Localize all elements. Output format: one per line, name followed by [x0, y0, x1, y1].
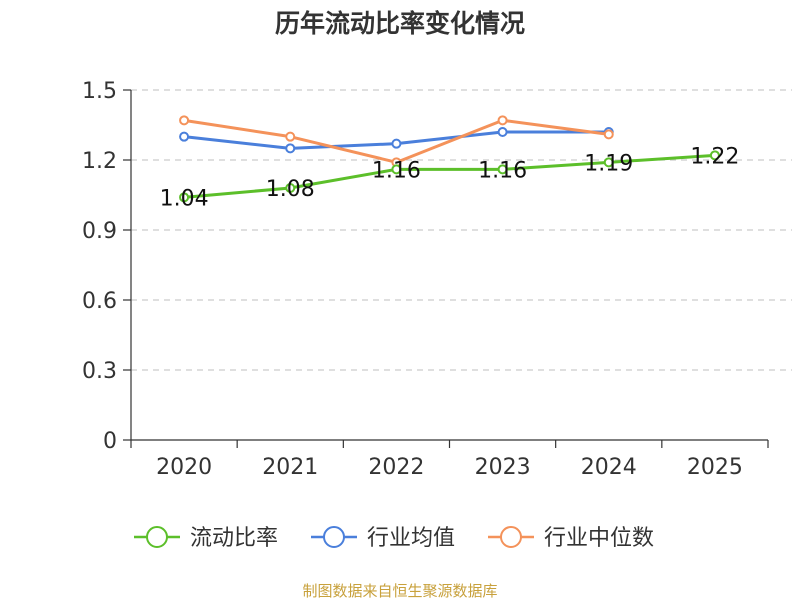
legend-item: 行业均值: [311, 526, 455, 551]
data-point: [179, 192, 190, 203]
series-line: [183, 153, 716, 199]
data-point: [179, 115, 190, 126]
data-labels: 1.04 1.08 1.16 1.16 1.19 1.22: [160, 144, 740, 211]
data-point: [497, 115, 508, 126]
data-point: [709, 150, 720, 161]
legend-marker: [323, 526, 345, 548]
data-point: [391, 164, 402, 175]
x-tick-label: 2024: [581, 455, 637, 480]
x-tick-label: 2023: [475, 455, 531, 480]
legend-label: 行业均值: [367, 526, 455, 551]
legend: 流动比率 行业均值 行业中位数: [134, 526, 654, 551]
legend-label: 行业中位数: [544, 526, 654, 551]
y-tick-label: 1.5: [82, 79, 117, 104]
data-point: [285, 183, 296, 193]
data-point: [285, 143, 296, 154]
y-tick-label: 1.2: [82, 149, 117, 174]
y-tick-label: 0.9: [82, 219, 117, 244]
chart-title: 历年流动比率变化情况: [275, 9, 525, 38]
legend-marker: [500, 526, 522, 548]
axes: 0 0.3 0.6 0.9 1.2 1.5 2020 2021 2022 2023 2024 2025: [82, 79, 769, 480]
x-tick-label: 2025: [687, 455, 743, 480]
x-tick-label: 2021: [262, 455, 318, 480]
legend-label: 流动比率: [190, 526, 278, 551]
source-note: 制图数据来自恒生聚源数据库: [302, 582, 497, 600]
grid-lines: [131, 89, 792, 371]
legend-item: 流动比率: [134, 526, 278, 551]
data-label: 1.16: [478, 158, 527, 183]
series-layer: [179, 115, 720, 203]
y-tick-label: 0.6: [82, 289, 117, 314]
x-tick-label: 2022: [368, 455, 424, 480]
y-tick-label: 0.3: [82, 359, 117, 384]
data-label: 1.22: [690, 144, 739, 169]
data-point: [497, 164, 508, 175]
data-point: [391, 138, 402, 149]
legend-marker: [146, 526, 168, 548]
data-label: 1.19: [584, 151, 633, 176]
data-point: [179, 131, 190, 142]
legend-item: 行业中位数: [488, 526, 654, 551]
data-point: [603, 157, 614, 168]
y-tick-label: 0: [103, 429, 117, 454]
data-point: [497, 127, 508, 137]
data-label: 1.16: [372, 158, 421, 183]
data-label: 1.08: [266, 177, 315, 202]
data-point: [285, 131, 296, 142]
data-label: 1.04: [160, 186, 209, 211]
x-tick-label: 2020: [156, 455, 212, 480]
data-point: [603, 129, 614, 140]
